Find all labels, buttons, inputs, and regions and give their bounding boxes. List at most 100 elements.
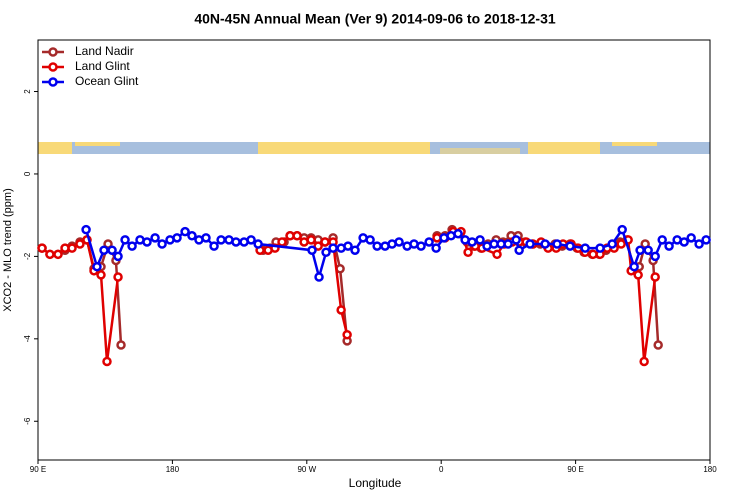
data-point	[365, 235, 375, 245]
data-point	[343, 241, 353, 251]
data-point	[209, 241, 219, 251]
data-point	[53, 249, 63, 260]
data-point	[45, 249, 55, 260]
data-point	[292, 231, 302, 241]
data-point	[416, 241, 426, 251]
data-point	[103, 239, 113, 249]
series-line	[41, 237, 120, 362]
data-point	[679, 237, 689, 247]
x-tick-label: 180	[166, 465, 180, 474]
data-point	[201, 233, 211, 243]
data-point	[116, 340, 126, 350]
y-axis-label: XCO2 - MLO trend (ppm)	[2, 188, 14, 311]
data-point	[565, 241, 575, 251]
data-point	[113, 272, 123, 282]
data-point	[431, 243, 441, 253]
data-point	[467, 237, 477, 247]
data-point	[187, 231, 197, 241]
data-point	[216, 235, 226, 245]
data-point	[475, 235, 485, 245]
data-point	[99, 245, 109, 255]
data-point	[142, 237, 152, 247]
data-point	[607, 239, 617, 249]
data-point	[664, 241, 674, 251]
data-point	[643, 245, 653, 255]
legend-marker	[48, 47, 58, 57]
data-point	[231, 237, 241, 247]
data-point	[635, 245, 645, 255]
data-point	[653, 340, 663, 350]
data-point	[120, 235, 130, 245]
data-point	[694, 239, 704, 249]
data-point	[328, 243, 338, 253]
chart-title: 40N-45N Annual Mean (Ver 9) 2014-09-06 t…	[194, 11, 556, 27]
data-point	[37, 243, 47, 253]
data-point	[650, 272, 660, 282]
data-point	[503, 239, 513, 249]
data-point	[102, 356, 112, 367]
data-point	[514, 245, 524, 255]
legend-label: Land Glint	[75, 59, 130, 73]
data-point	[127, 241, 137, 251]
data-point	[75, 239, 85, 249]
x-tick-label: 90 E	[567, 465, 583, 474]
y-tick-label: -6	[23, 417, 32, 425]
data-point	[629, 261, 639, 272]
data-point	[525, 239, 535, 249]
data-point	[113, 251, 123, 262]
data-point	[701, 235, 711, 245]
data-point	[639, 356, 649, 367]
data-point	[552, 239, 562, 249]
y-tick-label: 0	[23, 171, 32, 176]
legend-marker	[48, 77, 58, 87]
legend-label: Ocean Glint	[75, 74, 139, 88]
data-point	[463, 247, 473, 258]
data-point	[394, 237, 404, 247]
data-point	[633, 270, 643, 280]
data-point	[336, 305, 346, 315]
data-point	[595, 243, 605, 253]
data-point	[616, 239, 626, 249]
x-axis-label: Longitude	[349, 476, 402, 490]
y-tick-label: -2	[23, 252, 32, 260]
land-ocean-strip	[38, 142, 710, 154]
data-point	[320, 237, 330, 247]
data-point	[492, 249, 502, 260]
legend-label: Land Nadir	[75, 44, 134, 58]
x-tick-label: 90 E	[30, 465, 46, 474]
data-point	[246, 235, 256, 245]
data-point	[617, 224, 627, 235]
data-point	[157, 239, 167, 249]
data-point	[342, 329, 352, 340]
data-point	[96, 270, 106, 280]
data-point	[372, 241, 382, 251]
x-tick-label: 0	[439, 465, 444, 474]
data-point	[540, 239, 550, 249]
data-point	[172, 233, 182, 243]
x-tick-label: 180	[703, 465, 717, 474]
data-point	[314, 272, 324, 282]
data-point	[180, 226, 190, 237]
data-point	[350, 245, 360, 255]
y-tick-label: -4	[23, 335, 32, 343]
data-point	[107, 245, 117, 255]
data-point	[81, 224, 91, 235]
legend-marker	[48, 62, 58, 72]
data-point	[424, 237, 434, 247]
data-point	[306, 235, 316, 245]
data-point	[150, 233, 160, 243]
data-point	[657, 235, 667, 245]
data-point	[67, 243, 77, 253]
data-point	[313, 241, 323, 251]
data-point	[92, 261, 102, 272]
data-point	[580, 243, 590, 253]
data-point	[253, 239, 263, 249]
data-point	[321, 247, 331, 258]
data-point	[307, 245, 317, 255]
data-point	[686, 233, 696, 243]
data-point	[277, 237, 287, 247]
x-tick-label: 90 W	[297, 465, 316, 474]
y-tick-label: 2	[23, 89, 32, 94]
data-point	[650, 251, 660, 262]
